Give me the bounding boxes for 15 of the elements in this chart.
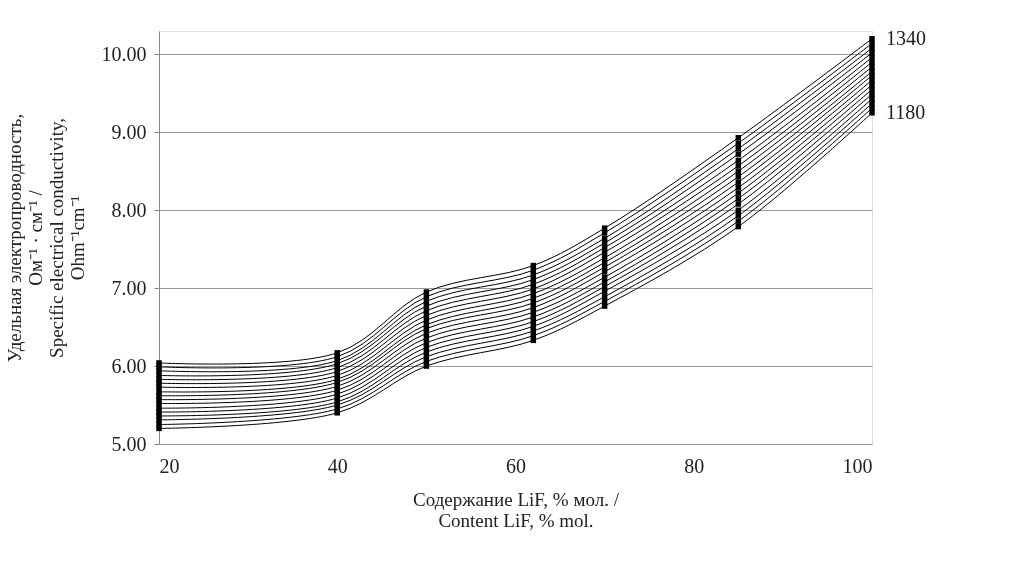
x-tick-label: 100	[842, 454, 873, 477]
y-tick-label: 8.00	[111, 198, 147, 221]
x-tick-label: 20	[159, 454, 180, 477]
y-tick-label: 10.00	[101, 42, 147, 65]
x-axis-title: Содержание LiF, % мол. / Content LiF, % mol.	[413, 488, 620, 531]
y-axis-title: Удельная электропроводность, Ом⁻¹ · см⁻¹ / Specific electrical conductivity, Ohm⁻¹cm⁻¹	[3, 113, 88, 363]
x-tick-label: 60	[506, 454, 526, 477]
series-label: 1180	[886, 100, 926, 123]
x-tick-label: 40	[327, 454, 348, 477]
y-tick-label: 5.00	[111, 432, 147, 455]
y-tick-label: 9.00	[111, 120, 147, 143]
series-label: 1340	[886, 26, 926, 49]
x-tick-label: 80	[684, 454, 705, 477]
y-tick-label: 6.00	[111, 354, 147, 377]
y-tick-label: 7.00	[111, 276, 147, 299]
